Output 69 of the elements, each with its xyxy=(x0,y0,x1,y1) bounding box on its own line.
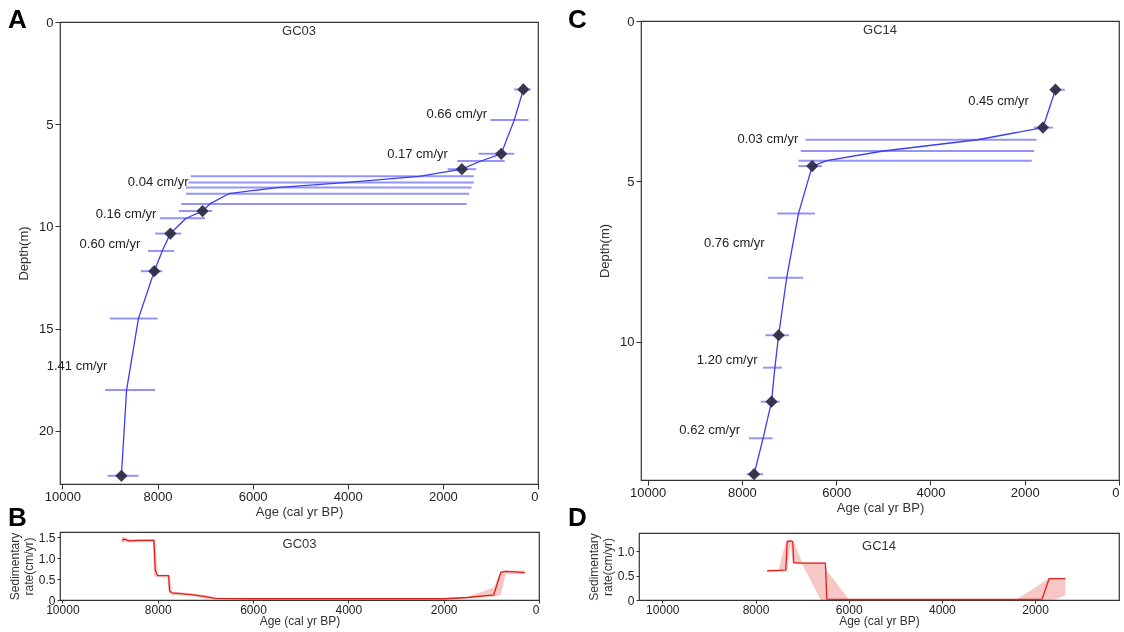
y-tick-label: 1.0 xyxy=(617,544,635,559)
y-tick-label: 10 xyxy=(620,334,635,350)
point xyxy=(1049,83,1062,96)
text: D xyxy=(568,502,587,533)
y-axis-title: Sedimentary rate(cm/yr) xyxy=(7,532,36,601)
chart-title: GC14 xyxy=(863,22,897,37)
y-tick-label: 0.5 xyxy=(38,572,56,587)
point xyxy=(164,227,177,240)
x-axis-title: Age (cal yr BP) xyxy=(255,503,344,519)
y-tick-label: 0.5 xyxy=(617,569,635,584)
point xyxy=(1036,121,1050,134)
x-tick-label: 10000 xyxy=(646,602,680,617)
annotation: 0.60 cm/yr xyxy=(79,236,141,252)
y-tick-label: 1.5 xyxy=(38,530,56,545)
x-tick-label: 8000 xyxy=(144,602,172,617)
point xyxy=(455,163,468,176)
y-axis-title: Sedimentary rate(cm/yr) xyxy=(586,533,615,601)
x-tick-label: 8000 xyxy=(742,602,770,617)
x-tick-label: 2000 xyxy=(1010,484,1040,500)
y-tick-label: 0 xyxy=(627,13,635,29)
x-tick-label: 8000 xyxy=(143,488,173,504)
x-tick-label: 0 xyxy=(532,602,540,617)
y-tick-label: 5 xyxy=(46,116,54,132)
annotation: 0.66 cm/yr xyxy=(426,105,488,121)
y-axis-title: Depth(m) xyxy=(597,223,613,279)
point xyxy=(772,329,785,342)
point xyxy=(806,159,819,173)
y-tick-label: 10 xyxy=(39,218,54,234)
chart-title: GC03 xyxy=(282,23,316,38)
x-tick-label: 8000 xyxy=(727,484,757,500)
y-tick-label: 20 xyxy=(39,423,54,439)
annotation: 0.04 cm/yr xyxy=(127,174,190,190)
text: B xyxy=(8,502,27,533)
y-tick-label: 15 xyxy=(39,321,54,337)
point xyxy=(196,204,209,218)
annotation: 0.16 cm/yr xyxy=(95,206,158,222)
point xyxy=(115,469,128,482)
point xyxy=(765,395,778,408)
annotation: 0.03 cm/yr xyxy=(737,130,799,146)
annotation: 1.20 cm/yr xyxy=(696,352,759,368)
x-tick-label: 0 xyxy=(1112,484,1120,500)
x-tick-label: 2000 xyxy=(430,602,458,617)
chart-title: GC03 xyxy=(282,536,317,552)
x-tick-label: 0 xyxy=(531,488,539,504)
y-tick-label: 1.0 xyxy=(38,551,56,566)
y-tick-label: 5 xyxy=(627,173,635,189)
x-tick-label: 6000 xyxy=(238,488,268,504)
x-tick-label: 10000 xyxy=(630,484,667,500)
x-tick-label: 6000 xyxy=(822,484,852,500)
y-tick-label: 0 xyxy=(46,14,54,30)
point xyxy=(495,147,508,160)
point xyxy=(517,83,530,96)
text: C xyxy=(568,4,587,35)
text: A xyxy=(8,4,27,35)
point xyxy=(148,265,161,278)
point xyxy=(747,468,761,481)
annotation: 0.76 cm/yr xyxy=(703,234,766,250)
x-axis-title: Age (cal yr BP) xyxy=(836,499,925,515)
x-tick-label: 4000 xyxy=(333,488,363,504)
x-tick-label: 10000 xyxy=(44,488,81,504)
annotation: 0.45 cm/yr xyxy=(968,92,1030,108)
x-tick-label: 4000 xyxy=(916,484,946,500)
annotation: 0.17 cm/yr xyxy=(387,145,449,161)
x-tick-label: 2000 xyxy=(428,488,458,504)
x-tick-label: 4000 xyxy=(929,602,957,617)
chart-title: GC14 xyxy=(862,537,896,553)
x-tick-label: 2000 xyxy=(1022,602,1050,617)
annotation: 0.62 cm/yr xyxy=(679,421,741,437)
y-axis-title: Depth(m) xyxy=(16,226,32,281)
